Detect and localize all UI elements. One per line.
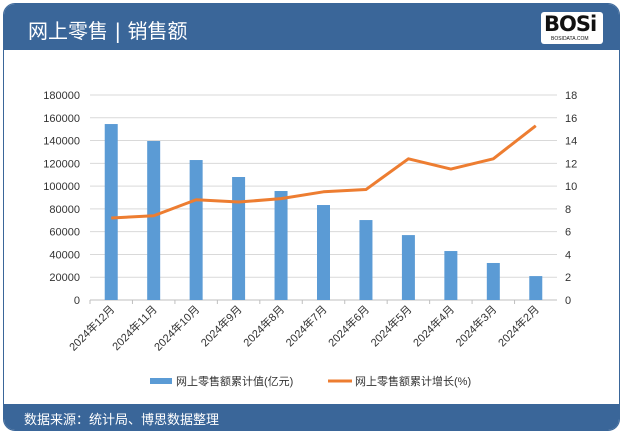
y-right-tick-label: 2 [565, 272, 571, 284]
y-left-tick-label: 140000 [43, 136, 80, 148]
y-left-tick-label: 160000 [43, 113, 80, 125]
x-tick-label: 2024年6月 [325, 302, 372, 349]
y-right-tick-label: 14 [565, 136, 577, 148]
y-right-tick-label: 4 [565, 249, 571, 261]
legend-swatch-bar [150, 378, 172, 384]
growth-line [111, 124, 537, 220]
bar [359, 220, 373, 300]
x-tick-label: 2024年8月 [240, 302, 287, 349]
x-tick-label: 2024年9月 [198, 302, 245, 349]
legend-label-line: 网上零售额累计增长(%) [355, 374, 471, 388]
bar [147, 141, 161, 300]
x-tick-label: 2024年4月 [410, 302, 457, 349]
bar [104, 124, 118, 301]
y-left-tick-label: 80000 [49, 204, 80, 216]
footer: 数据来源：统计局、博思数据整理 [4, 404, 619, 430]
x-tick-label: 2024年7月 [283, 302, 330, 349]
y-right-tick-label: 0 [565, 295, 571, 307]
y-right-tick-label: 10 [565, 181, 577, 193]
bosi-logo: BOSi BOSIDATA.COM [541, 12, 603, 44]
page-title: 网上零售 | 销售额 [28, 19, 188, 43]
y-right-tick-label: 12 [565, 158, 577, 170]
bar [529, 276, 543, 300]
y-left-tick-label: 180000 [43, 90, 80, 102]
bar [274, 191, 288, 300]
y-right-tick-label: 8 [565, 204, 571, 216]
y-right-tick-label: 16 [565, 113, 577, 125]
header: 网上零售 | 销售额 BOSi BOSIDATA.COM [4, 4, 619, 50]
x-tick-label: 2024年12月 [66, 302, 117, 353]
legend-label-bar: 网上零售额累计值(亿元) [176, 374, 293, 388]
bar [232, 177, 246, 300]
y-left-tick-label: 120000 [43, 158, 80, 170]
y-right-tick-label: 18 [565, 90, 577, 102]
bar [401, 235, 415, 300]
bar [444, 251, 458, 300]
y-left-tick-label: 60000 [49, 227, 80, 239]
y-left-tick-label: 0 [74, 295, 80, 307]
x-tick-label: 2024年2月 [495, 302, 542, 349]
y-left-tick-label: 20000 [49, 272, 80, 284]
y-right-tick-label: 6 [565, 227, 571, 239]
bar [189, 160, 203, 300]
y-left-tick-label: 100000 [43, 181, 80, 193]
bar [317, 205, 330, 300]
x-tick-label: 2024年10月 [151, 302, 202, 353]
data-source: 数据来源：统计局、博思数据整理 [24, 413, 220, 428]
bar [486, 262, 500, 300]
x-tick-label: 2024年3月 [452, 302, 499, 349]
x-tick-label: 2024年5月 [367, 302, 414, 349]
y-left-tick-label: 40000 [49, 249, 80, 261]
